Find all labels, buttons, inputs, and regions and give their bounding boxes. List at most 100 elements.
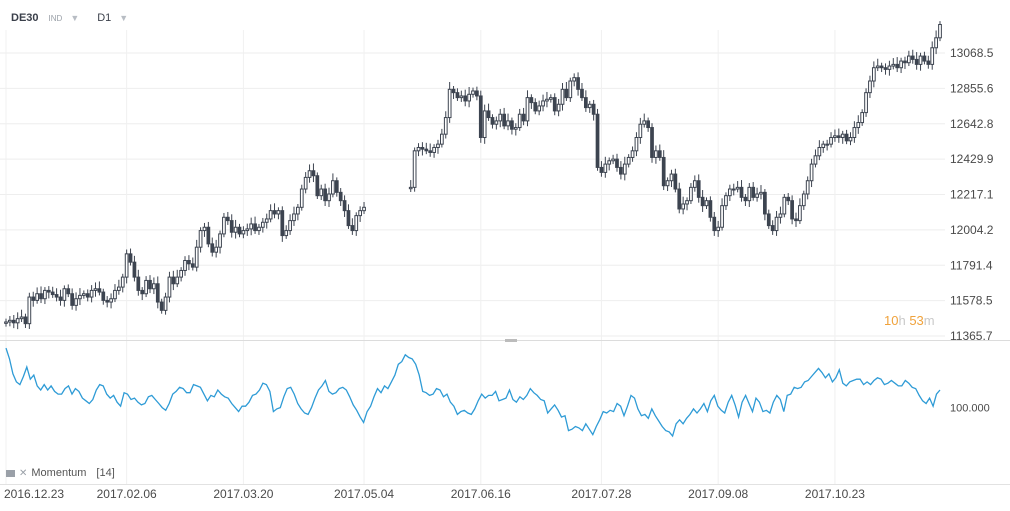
candle [918,52,923,71]
candle-body-up [833,135,837,139]
candle [124,249,129,284]
candle-body-up [692,180,697,188]
candle [93,282,98,297]
candle-body-up [899,60,903,69]
timeframe-label[interactable]: D1 [97,12,112,24]
candle-body-up [704,200,709,207]
candle [790,195,794,225]
candle [19,309,24,322]
candle-body-down [564,88,569,99]
candle [432,144,436,158]
y-tick-label: 11578.5 [950,294,993,308]
symbol-label[interactable]: DE30 [11,12,39,24]
candle [85,289,90,302]
candle [225,211,230,225]
candle-body-down [39,293,43,300]
candle [307,164,312,183]
candle [650,123,654,163]
candle-body-down [763,191,767,215]
candle-body-down [646,120,650,129]
candle-body-down [451,88,456,94]
candle-body-down [879,65,884,69]
candle-body-up [642,120,647,125]
candle [677,182,682,214]
candle-body-up [412,150,417,188]
candle [685,197,689,211]
candle-body-up [303,176,308,190]
indicator-menu-icon[interactable] [6,469,15,477]
candle [327,187,331,207]
candle-body-up [307,170,312,178]
candle [214,239,219,258]
candle-body-up [163,296,168,311]
candle [844,129,849,145]
close-icon[interactable]: ✕ [19,467,28,479]
candle-body-up [747,186,752,202]
symbol-type-label: IND [48,13,63,23]
countdown-minutes-unit: m [923,313,935,328]
candle [471,87,475,98]
candle-body-down [903,60,907,64]
candle-body-up [506,120,510,127]
momentum-line [5,347,941,438]
candle-body-down [552,97,557,112]
candle [101,288,106,305]
candle-body-down [272,210,277,215]
candle [268,204,273,223]
candle-body-down [673,173,678,190]
candle-body-up [852,127,857,139]
candle [743,194,748,206]
candle-body-up [19,316,24,320]
candle [490,114,495,129]
candle [315,172,320,200]
timeframe-dropdown-icon[interactable]: ▼ [119,13,129,23]
candle-body-down [424,148,429,152]
candle-body-down [140,289,145,295]
candle-body-down [510,120,514,130]
time-axis: 2016.12.23 2017.02.06 2017.03.20 2017.05.04… [4,487,865,501]
candle [331,173,335,198]
candle [498,108,503,128]
candle-body-down [23,316,28,325]
candle [552,93,557,116]
candle [183,256,187,276]
candle [638,117,643,144]
candle-body-up [447,88,452,119]
candle-body-up [930,47,935,65]
candle-body-down [101,291,106,301]
candle [836,128,841,143]
candle-body-up [408,186,413,190]
candle [619,161,623,180]
candle-body-down [766,213,771,227]
candle-body-up [731,188,736,191]
candle-body-up [245,228,250,232]
candle-body-down [475,90,479,97]
candle [451,85,456,99]
candle [798,198,802,224]
candle-body-down [350,225,355,232]
candle-body-up [249,223,254,230]
momentum-panel: 100.000 [5,347,990,438]
candle-body-up [358,210,363,217]
candle-body-down [619,166,623,175]
panel-resize-handle[interactable] [505,339,517,342]
candle-body-up [292,213,296,222]
candle-body-up [634,137,639,152]
candle-body-down [11,319,16,324]
candle [35,287,39,304]
candle [560,82,565,111]
candle-body-down [739,186,744,198]
candle [152,277,156,295]
symbol-dropdown-icon[interactable]: ▼ [70,13,80,23]
candle [541,94,545,112]
candle-body-up [934,37,938,49]
candle [424,142,429,155]
candle [15,312,20,330]
candle-body-up [471,90,475,95]
candle-body-up [856,122,861,129]
candle [887,60,892,76]
candle-body-up [81,293,86,296]
candle [342,195,347,217]
candle [875,58,880,72]
